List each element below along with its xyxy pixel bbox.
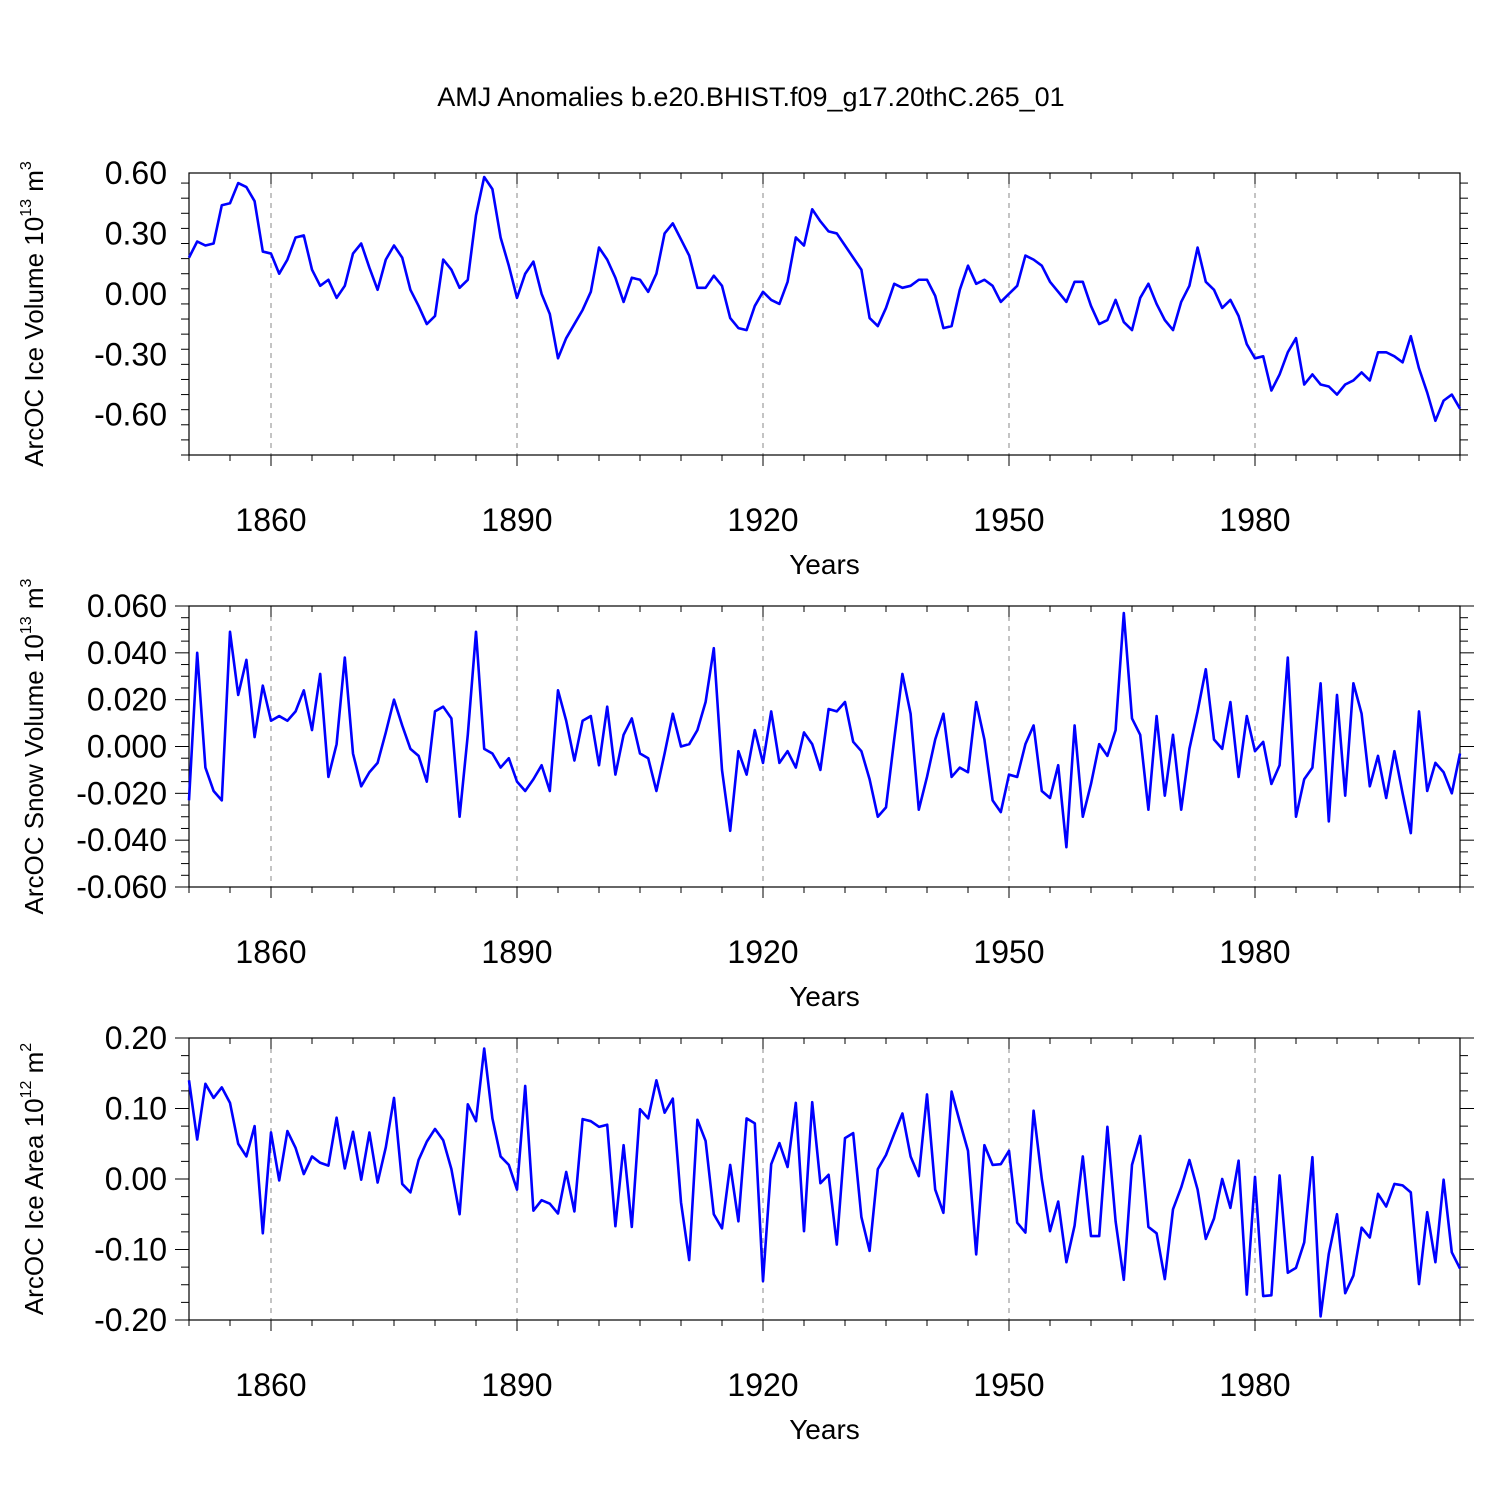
series-line: [187, 175, 1462, 423]
x-tick-label: 1950: [973, 502, 1044, 538]
y-tick-label: 0.040: [87, 635, 167, 671]
x-tick-label: 1860: [235, 1367, 306, 1403]
y-tick-label: -0.20: [94, 1302, 167, 1338]
x-tick-label: 1980: [1219, 934, 1290, 970]
y-tick-label: 0.10: [105, 1091, 167, 1127]
panel-2: 0.060 0.040 0.020 0.000 -0.020 -0.040 -0.060 18…: [18, 578, 1474, 1012]
y-tick-label: 0.30: [105, 215, 167, 251]
panel-1: 0.60 0.30 0.00 -0.30 -0.60 1860 1890 1920 1950 19…: [18, 155, 1468, 580]
y-tick-label: -0.60: [94, 397, 167, 433]
x-axis-label: Years: [789, 981, 860, 1012]
plot-frame: [188, 172, 1461, 456]
y-tick-label: 0.00: [105, 1161, 167, 1197]
y-tick-label: 0.060: [87, 588, 167, 624]
y-tick-label: -0.10: [94, 1232, 167, 1268]
panels: 0.60 0.30 0.00 -0.30 -0.60 1860 1890 1920 1950 19…: [18, 155, 1474, 1445]
y-tick-label: 0.20: [105, 1020, 167, 1056]
y-tick-label: 0.00: [105, 276, 167, 312]
x-tick-label: 1860: [235, 934, 306, 970]
y-axis-label: ArcOC Ice Volume 1013 m3: [18, 161, 49, 467]
y-tick-label: 0.000: [87, 729, 167, 765]
x-tick-label: 1920: [727, 1367, 798, 1403]
x-axis-label: Years: [789, 1414, 860, 1445]
y-tick-label: -0.020: [76, 775, 167, 811]
y-tick-label: -0.30: [94, 336, 167, 372]
panel-3: 0.20 0.10 0.00 -0.10 -0.20 1860 1890 1920 1950 19…: [18, 1020, 1474, 1445]
chart-title: AMJ Anomalies b.e20.BHIST.f09_g17.20thC.…: [437, 82, 1064, 112]
y-tick-label: 0.60: [105, 155, 167, 191]
y-tick-label: 0.020: [87, 682, 167, 718]
series-line: [187, 611, 1462, 849]
y-axis-label: ArcOC Ice Area 1012 m2: [18, 1043, 49, 1315]
x-tick-label: 1920: [727, 502, 798, 538]
x-tick-label: 1980: [1219, 1367, 1290, 1403]
series-line: [187, 1047, 1462, 1318]
x-tick-label: 1950: [973, 1367, 1044, 1403]
x-axis-label: Years: [789, 549, 860, 580]
y-tick-label: -0.040: [76, 822, 167, 858]
x-tick-label: 1980: [1219, 502, 1290, 538]
x-tick-label: 1890: [481, 1367, 552, 1403]
x-tick-label: 1920: [727, 934, 798, 970]
x-tick-label: 1860: [235, 502, 306, 538]
x-tick-label: 1950: [973, 934, 1044, 970]
x-tick-label: 1890: [481, 934, 552, 970]
y-axis-label: ArcOC Snow Volume 1013 m3: [18, 578, 49, 914]
x-tick-label: 1890: [481, 502, 552, 538]
y-tick-label: -0.060: [76, 869, 167, 905]
